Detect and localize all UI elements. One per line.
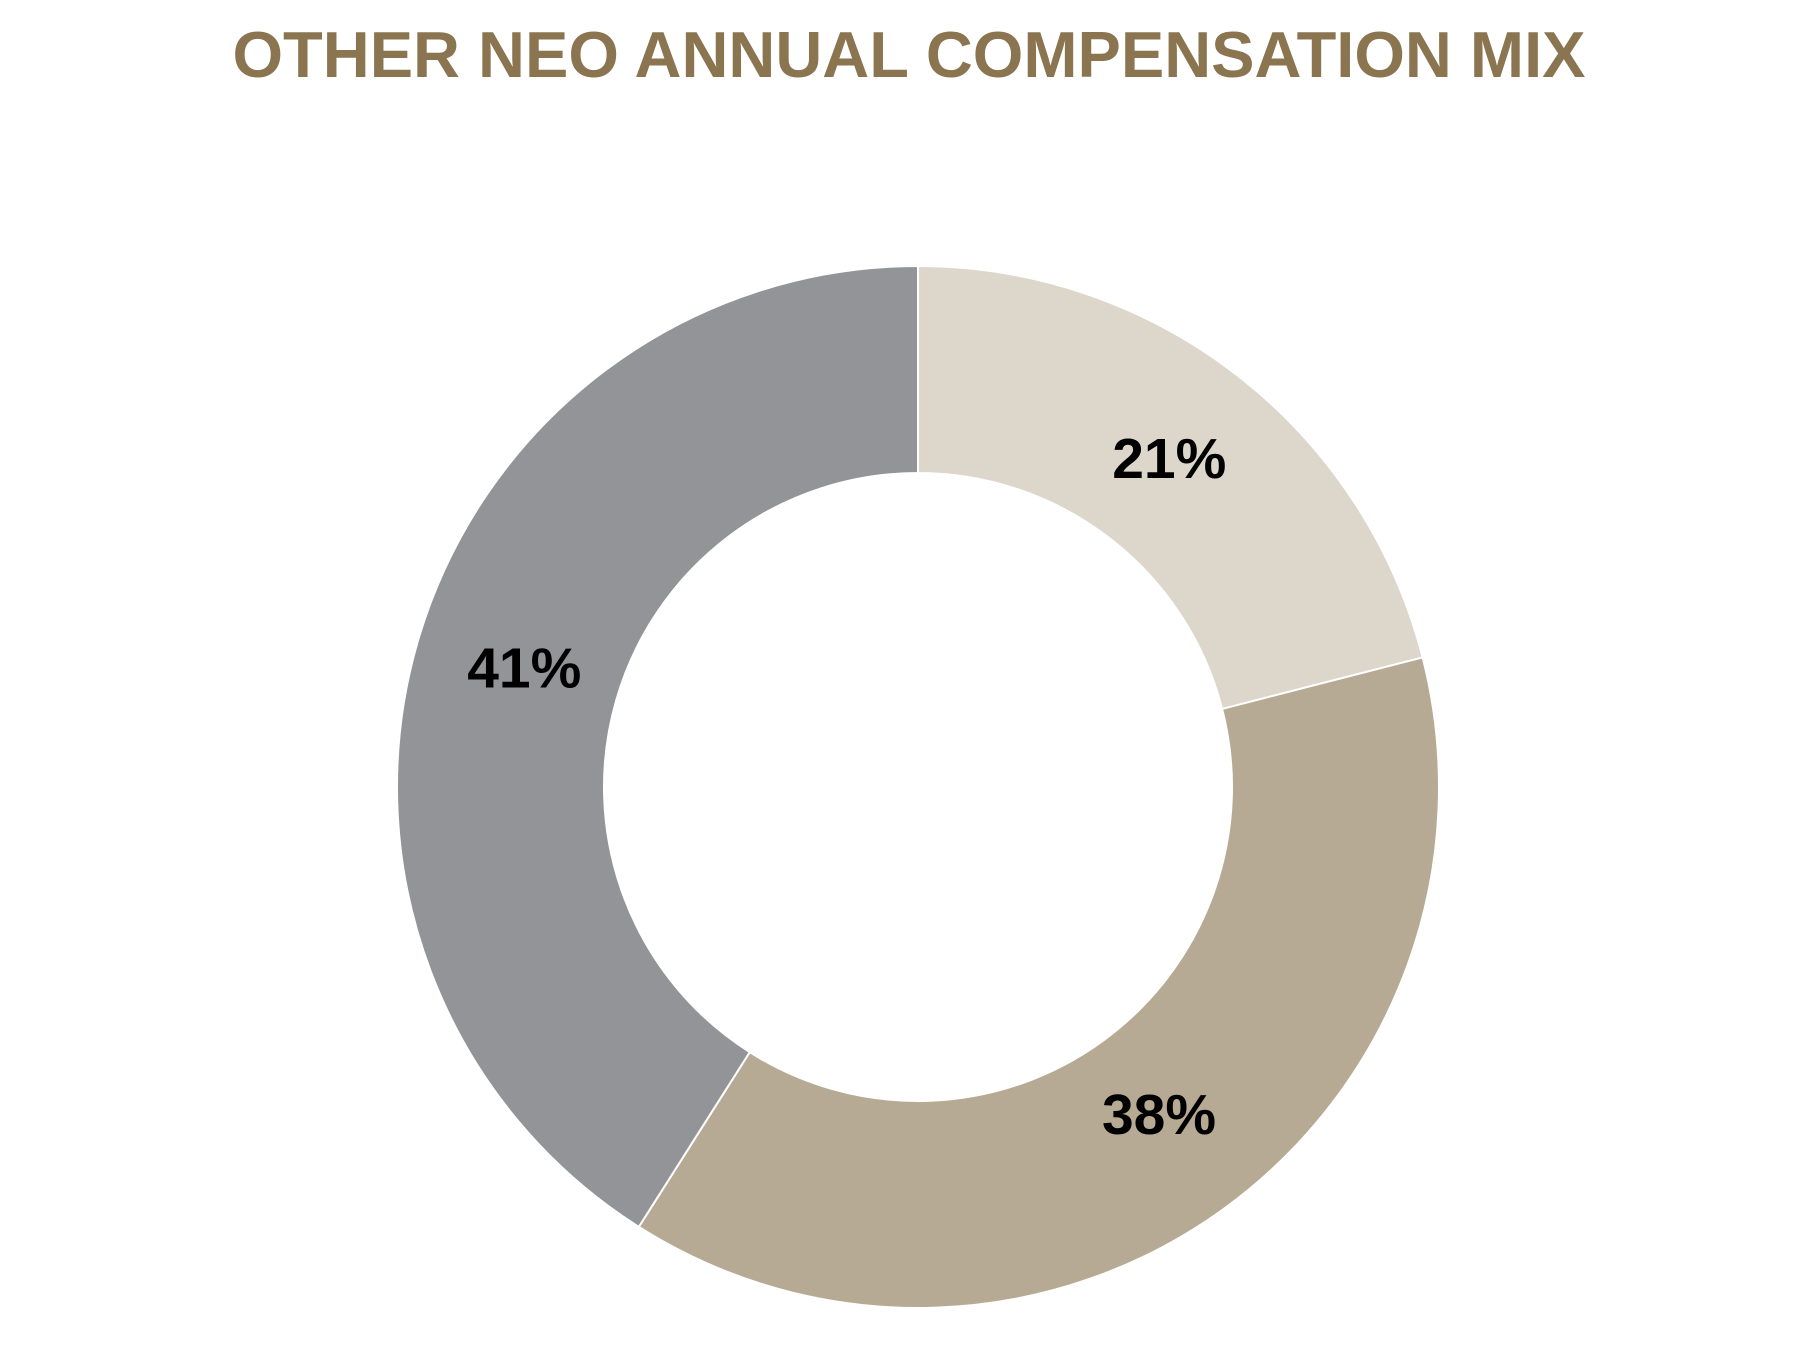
donut-slice xyxy=(917,264,1424,711)
donut-slice xyxy=(637,656,1440,1309)
data-label: 41% xyxy=(467,637,581,701)
data-label: 38% xyxy=(1102,1083,1216,1147)
donut-slice xyxy=(396,264,919,1229)
data-label: 21% xyxy=(1112,427,1226,491)
chart-title: OTHER NEO ANNUAL COMPENSATION MIX xyxy=(232,18,1585,91)
